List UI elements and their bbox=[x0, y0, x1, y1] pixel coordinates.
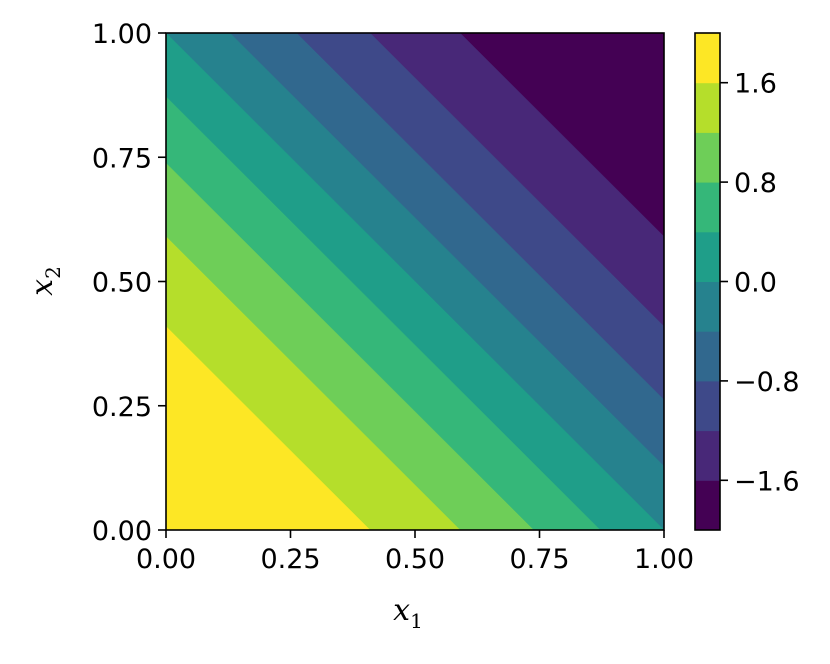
x-axis-label: x1 bbox=[393, 593, 423, 633]
x-tick-label: 0.50 bbox=[385, 544, 445, 575]
x-axis-ticks: 0.00 0.25 0.50 0.75 1.00 bbox=[136, 530, 694, 575]
x-tick-label: 0.75 bbox=[509, 544, 569, 575]
colorbar-segment bbox=[695, 82, 720, 133]
y-tick-label: 0.25 bbox=[92, 392, 152, 423]
contour-bands bbox=[166, 33, 664, 530]
colorbar-tick-label: 1.6 bbox=[734, 69, 777, 100]
x-tick-label: 0.25 bbox=[260, 544, 320, 575]
colorbar-segment bbox=[695, 182, 720, 233]
colorbar-tick-label: −1.6 bbox=[734, 466, 800, 497]
y-axis-ticks: 0.00 0.25 0.50 0.75 1.00 bbox=[92, 19, 166, 547]
colorbar-segment bbox=[695, 380, 720, 432]
colorbar-tick-label: 0.0 bbox=[734, 268, 777, 299]
y-tick-label: 0.00 bbox=[92, 516, 152, 547]
colorbar-segment bbox=[695, 480, 720, 531]
y-tick-label: 1.00 bbox=[92, 19, 152, 50]
colorbar-segment bbox=[695, 281, 720, 332]
colorbar-tick-label: −0.8 bbox=[734, 367, 800, 398]
y-axis-label: x2 bbox=[25, 266, 65, 296]
colorbar bbox=[695, 33, 720, 531]
colorbar-tick-label: 0.8 bbox=[734, 168, 777, 199]
y-tick-label: 0.50 bbox=[92, 268, 152, 299]
colorbar-segment bbox=[695, 231, 720, 282]
x-tick-label: 0.00 bbox=[136, 544, 196, 575]
colorbar-ticks: −1.6 −0.8 0.0 0.8 1.6 bbox=[720, 69, 800, 497]
colorbar-segment bbox=[695, 33, 720, 84]
y-tick-label: 0.75 bbox=[92, 143, 152, 174]
contour-band bbox=[166, 326, 371, 530]
colorbar-segment bbox=[695, 331, 720, 382]
x-tick-label: 1.00 bbox=[634, 544, 694, 575]
colorbar-segment bbox=[695, 430, 720, 481]
colorbar-segment bbox=[695, 132, 720, 183]
